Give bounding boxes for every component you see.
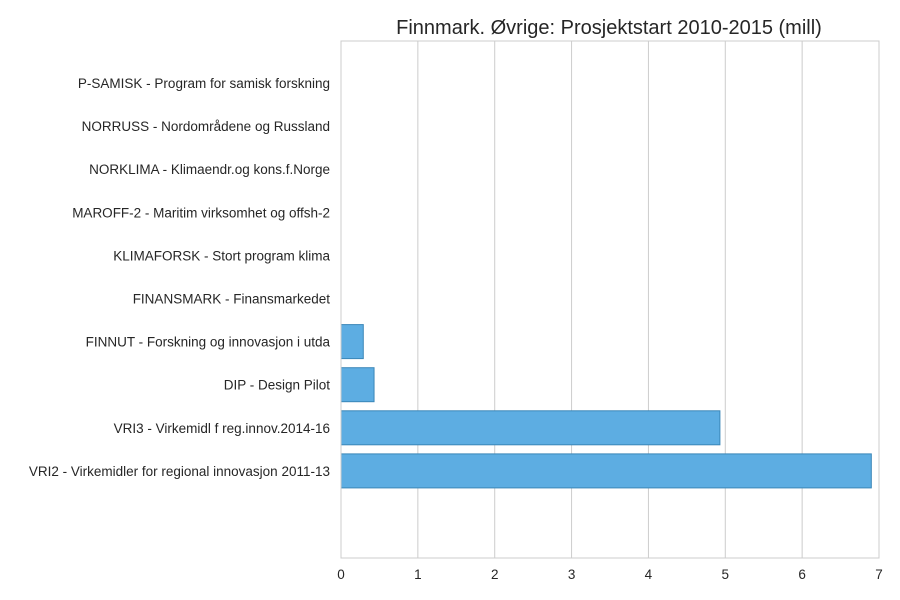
y-tick-label: KLIMAFORSK - Stort program klima xyxy=(113,248,330,263)
y-tick-label: NORRUSS - Nordområdene og Russland xyxy=(82,119,330,134)
x-tick-label: 4 xyxy=(645,567,653,582)
bar xyxy=(340,324,364,360)
bars xyxy=(340,324,872,489)
bar xyxy=(340,410,721,446)
x-tick-label: 6 xyxy=(798,567,806,582)
chart-title: Finnmark. Øvrige: Prosjektstart 2010-201… xyxy=(396,17,822,39)
y-tick-label: FINNUT - Forskning og innovasjon i utda xyxy=(86,335,331,350)
bar xyxy=(340,367,375,403)
x-tick-label: 7 xyxy=(875,567,883,582)
x-tick-label: 0 xyxy=(337,567,345,582)
y-axis-labels: P-SAMISK - Program for samisk forskning N… xyxy=(29,76,331,479)
y-tick-label: FINANSMARK - Finansmarkedet xyxy=(133,292,331,307)
x-tick-label: 1 xyxy=(414,567,422,582)
y-tick-label: P-SAMISK - Program for samisk forskning xyxy=(78,76,330,91)
y-tick-label: NORKLIMA - Klimaendr.og kons.f.Norge xyxy=(89,162,330,177)
y-tick-label: DIP - Design Pilot xyxy=(224,378,331,393)
y-tick-label: VRI3 - Virkemidl f reg.innov.2014-16 xyxy=(114,421,330,436)
x-tick-label: 2 xyxy=(491,567,499,582)
x-tick-label: 5 xyxy=(722,567,730,582)
plot-area-frame xyxy=(340,40,880,559)
x-axis-labels: 0 1 2 3 4 5 6 7 xyxy=(337,567,883,582)
y-tick-label: VRI2 - Virkemidler for regional innovasj… xyxy=(29,464,330,479)
x-tick-label: 3 xyxy=(568,567,576,582)
bar xyxy=(340,453,872,489)
y-tick-label: MAROFF-2 - Maritim virksomhet og offsh-2 xyxy=(72,205,330,220)
